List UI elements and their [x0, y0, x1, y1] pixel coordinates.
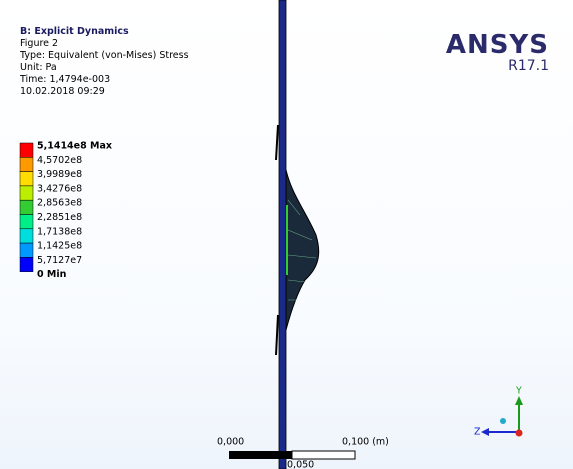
legend-label: 2,2851e8 [37, 212, 82, 223]
legend-label: 1,1425e8 [37, 241, 82, 252]
legend-swatch [20, 257, 33, 271]
scale-bar-black [229, 451, 292, 459]
legend-swatch [20, 186, 33, 200]
triad-z-label: Z [474, 427, 481, 438]
bulge-mesh [286, 170, 319, 330]
stress-band [286, 205, 288, 275]
legend-swatch [20, 157, 33, 171]
contact-marks [276, 125, 278, 355]
graphics: 0,000 0,100 (m) 0,050 Y Z 5,1414e8 Max 4,… [0, 0, 573, 469]
triad-y-label: Y [515, 386, 522, 397]
legend-label: 5,1414e8 Max [37, 141, 112, 152]
legend-label: 4,5702e8 [37, 155, 82, 166]
legend-label: 3,9989e8 [37, 169, 82, 180]
legend-swatch [20, 229, 33, 243]
triad-origin [500, 418, 506, 424]
viewport: B: Explicit Dynamics Figure 2 Type: Equi… [0, 0, 573, 469]
legend-swatch [20, 143, 33, 157]
scale-start: 0,000 [217, 437, 244, 448]
legend-label: 0 Min [37, 269, 67, 280]
legend-swatch [20, 200, 33, 214]
triad-x [516, 430, 523, 437]
legend-swatch [20, 243, 33, 257]
pipe [279, 0, 286, 469]
triad-y-head [515, 396, 523, 405]
legend-label: 1,7138e8 [37, 226, 82, 237]
scale-bar-white [292, 451, 355, 459]
triad-z-head [481, 428, 489, 436]
legend-label: 2,8563e8 [37, 198, 82, 209]
legend-label: 5,7127e7 [37, 255, 82, 266]
legend-swatch [20, 215, 33, 229]
legend-swatch [20, 172, 33, 186]
scale-end: 0,100 (m) [342, 437, 389, 448]
scale-mid: 0,050 [287, 460, 314, 469]
legend-label: 3,4276e8 [37, 183, 82, 194]
